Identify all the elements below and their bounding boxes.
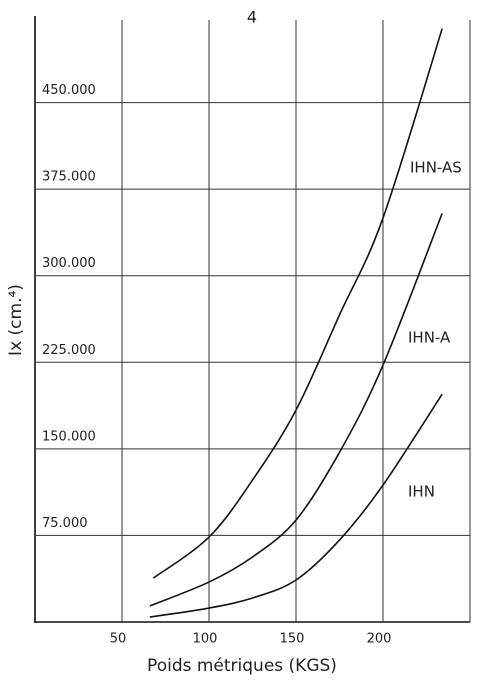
curve — [152, 28, 443, 579]
y-tick-label: 375.000 — [42, 170, 96, 185]
series-label: IHN — [408, 483, 435, 501]
x-tick-label: 150 — [280, 632, 305, 647]
x-tick-label: 50 — [110, 632, 127, 647]
curve — [149, 393, 443, 618]
x-tick-label: 100 — [193, 632, 218, 647]
y-tick-label: 75.000 — [42, 516, 88, 531]
series-label: IHN-AS — [410, 159, 462, 177]
page-number: 4 — [247, 8, 257, 27]
y-tick-label: 225.000 — [42, 343, 96, 358]
x-axis-label: Poids métriques (KGS) — [147, 656, 337, 676]
y-tick-label: 450.000 — [42, 83, 96, 98]
y-tick-label: 300.000 — [42, 256, 96, 271]
series-label: IHN-A — [408, 329, 451, 347]
y-axis-label: Ix (cm.⁴) — [6, 284, 26, 356]
curve — [149, 213, 443, 607]
y-tick-label: 150.000 — [42, 429, 96, 444]
x-tick-label: 200 — [367, 632, 392, 647]
